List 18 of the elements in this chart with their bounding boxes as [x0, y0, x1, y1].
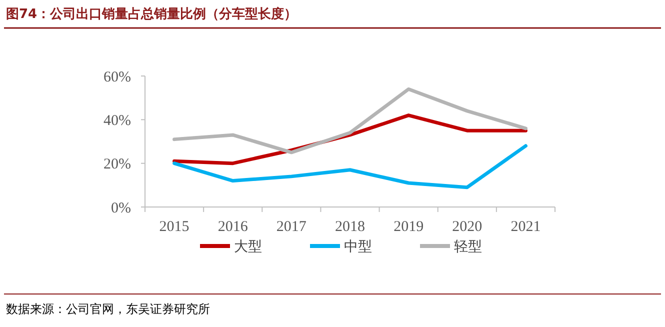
- line-series: [172, 144, 528, 190]
- x-tick-label: 2015: [159, 219, 190, 235]
- y-tick-label: 40%: [104, 112, 131, 129]
- y-tick-label: 60%: [104, 69, 131, 86]
- chart-title: 图74：公司出口销量占总销量比例（分车型长度）: [6, 6, 298, 22]
- legend-label: 大型: [234, 238, 262, 255]
- x-tick-label: 2021: [510, 219, 541, 235]
- legend-label: 轻型: [454, 238, 482, 255]
- y-tick-label: 20%: [104, 156, 131, 173]
- x-tick-label: 2019: [394, 219, 424, 235]
- y-tick-label: 0%: [111, 200, 131, 216]
- legend-label: 中型: [344, 238, 372, 255]
- line-series: [172, 87, 528, 154]
- source-note: 数据来源：公司官网，东吴证券研究所: [6, 302, 210, 316]
- x-tick-label: 2016: [218, 219, 248, 235]
- x-tick-label: 2017: [276, 219, 307, 235]
- x-tick-label: 2018: [335, 219, 365, 235]
- x-tick-label: 2020: [452, 219, 482, 235]
